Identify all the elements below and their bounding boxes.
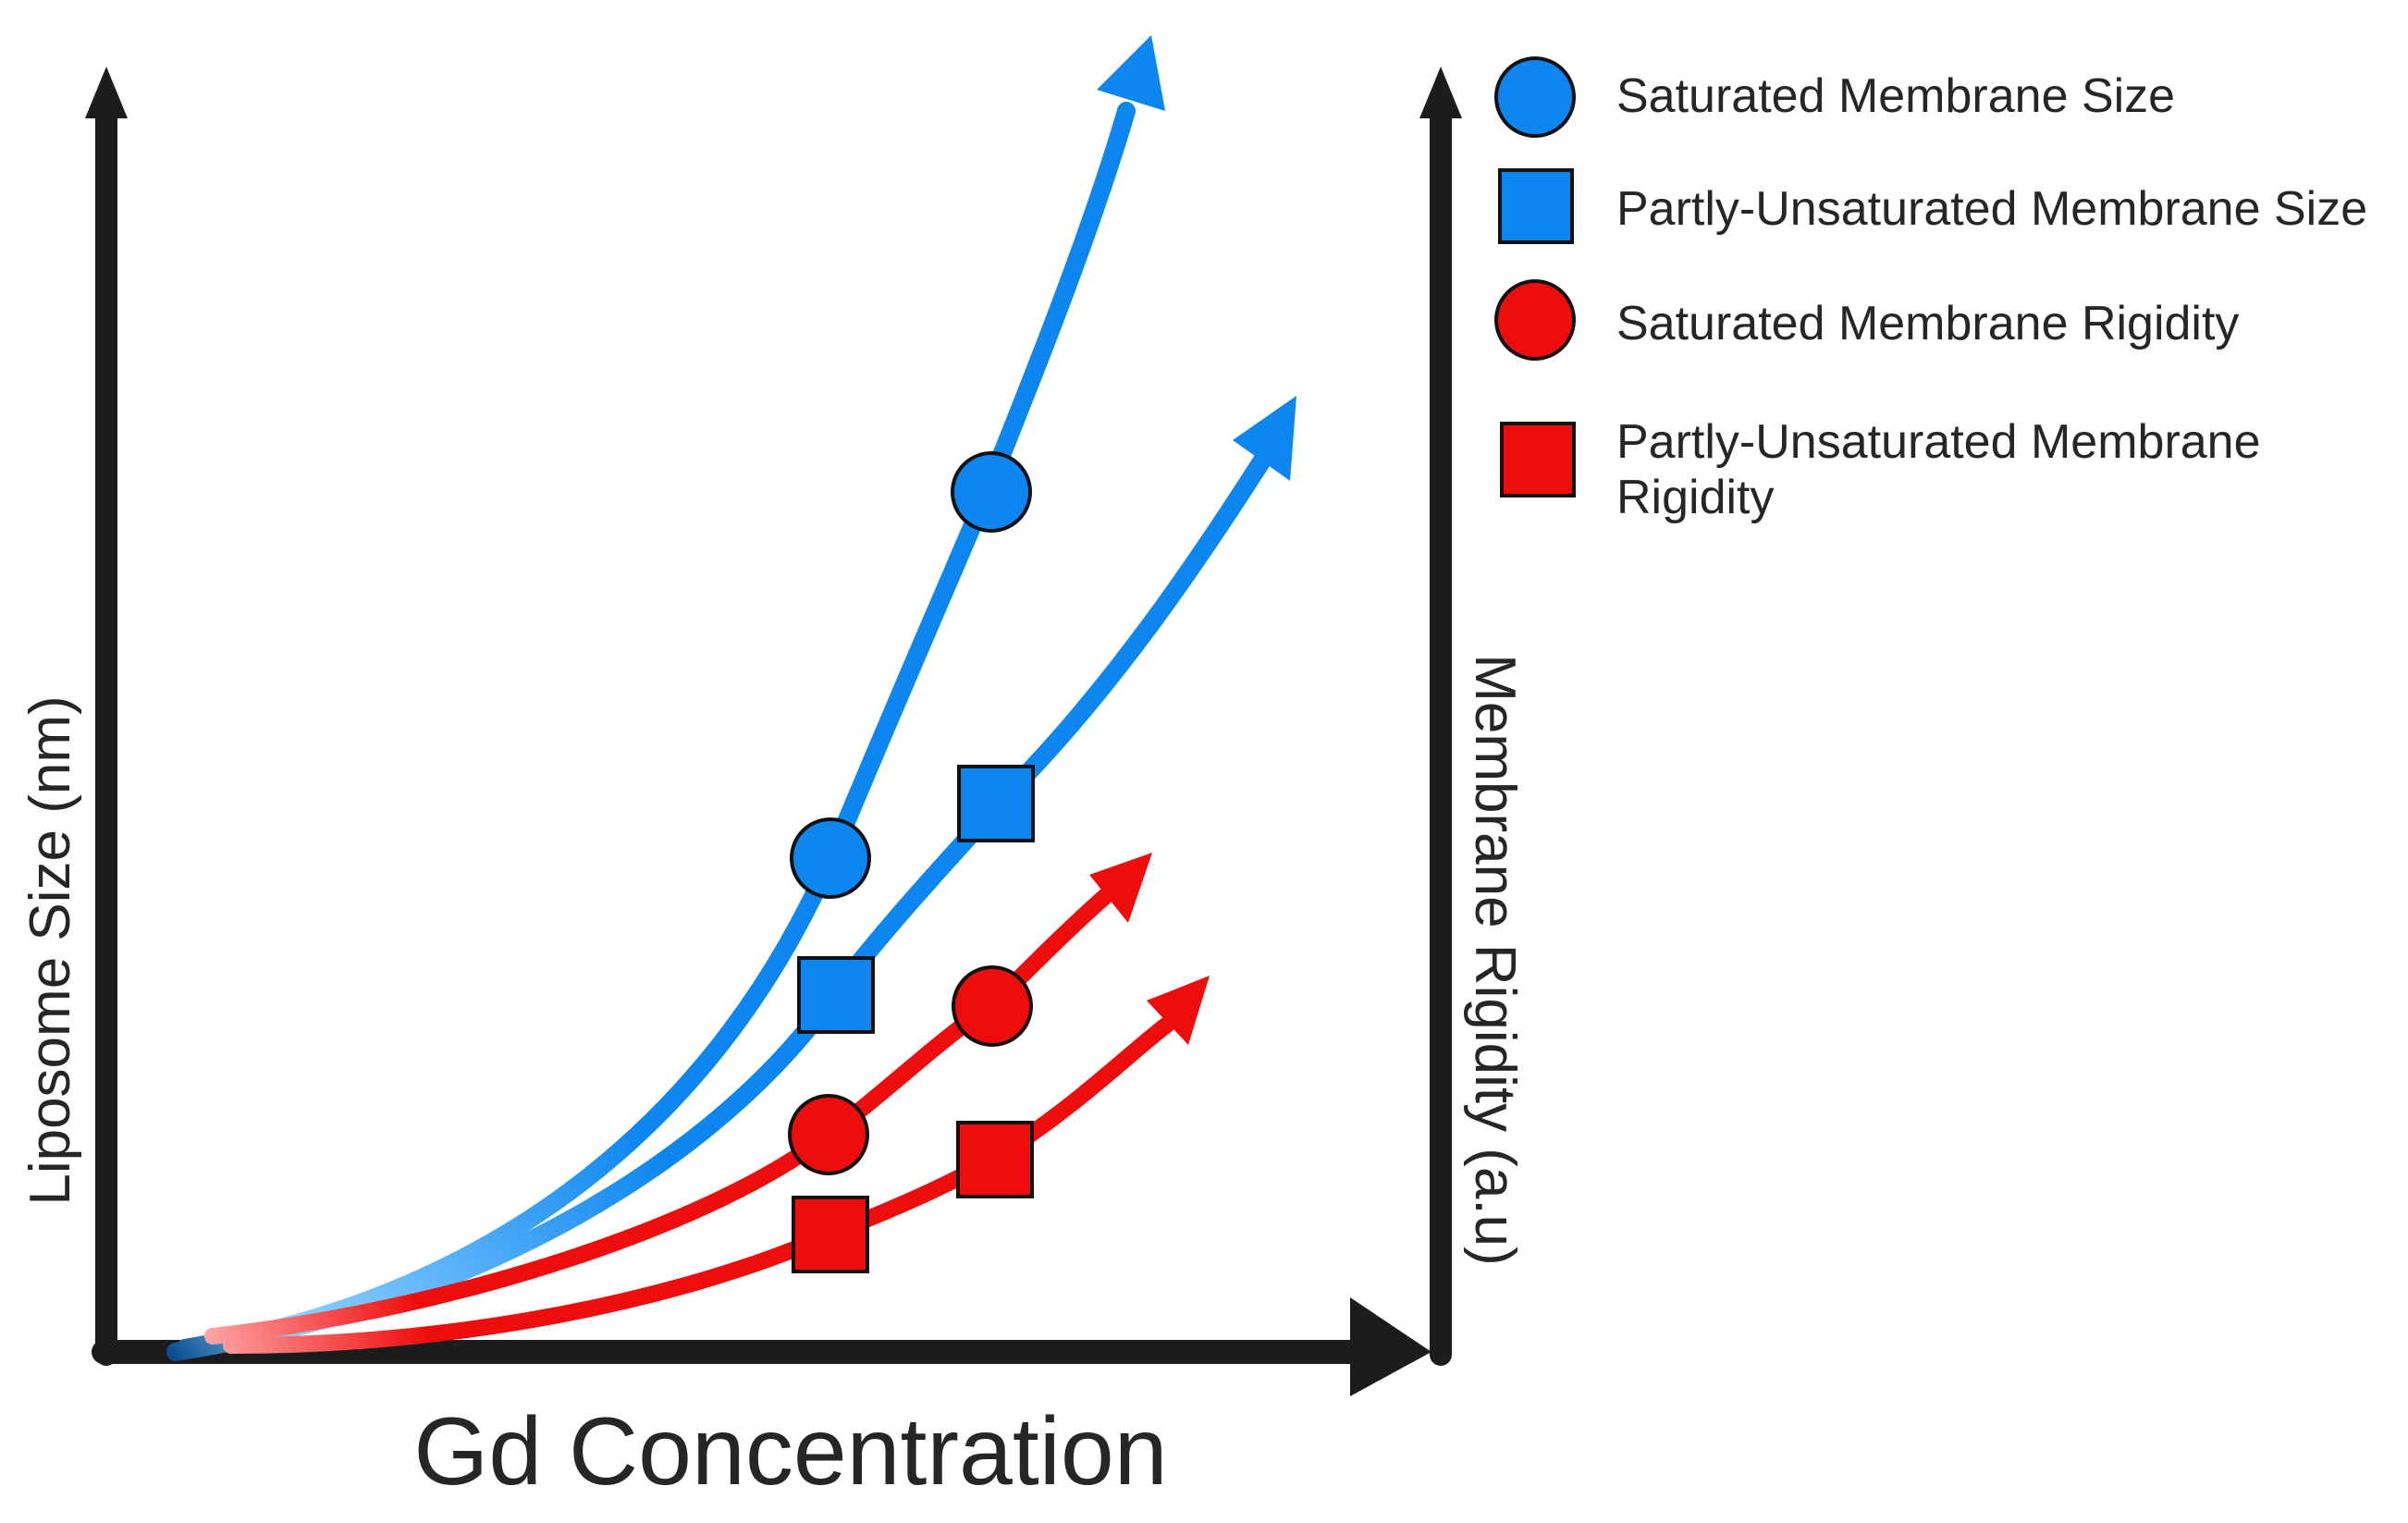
legend-circle-marker	[1494, 279, 1576, 361]
legend-item-partly-unsaturated-rigidity: Partly-Unsaturated Membrane Rigidity	[1500, 415, 2261, 524]
legend-label: Saturated Membrane Rigidity	[1616, 297, 2239, 350]
legend-item-partly-unsaturated-size: Partly-Unsaturated Membrane Size	[1498, 168, 2367, 244]
x-axis-arrowhead	[1350, 1297, 1431, 1396]
legend-label: Saturated Membrane Size	[1616, 69, 2175, 123]
legend-square-marker	[1498, 168, 1574, 244]
y-axis-left-arrowhead	[85, 67, 128, 118]
x-axis-label: Gd Concentration	[413, 1398, 1167, 1505]
partly-unsaturated-size-marker	[957, 765, 1035, 842]
legend-label: Partly-Unsaturated Membrane Size	[1616, 182, 2367, 236]
legend-item-saturated-size: Saturated Membrane Size	[1494, 56, 2175, 138]
legend-label-continued: Rigidity	[1616, 471, 1775, 524]
axes	[85, 67, 1462, 1396]
saturated-size-marker	[790, 817, 871, 899]
legend-item-saturated-rigidity: Saturated Membrane Rigidity	[1494, 279, 2239, 361]
partly-unsaturated-rigidity-marker	[956, 1121, 1034, 1198]
saturated-size-curve	[176, 102, 1136, 1357]
partly-unsaturated-size-arrowhead	[1233, 396, 1296, 481]
trend-curves	[166, 35, 1296, 1361]
legend-square-marker	[1500, 422, 1576, 497]
legend: Saturated Membrane Size Partly-Unsaturat…	[1494, 56, 2367, 524]
saturated-rigidity-marker	[952, 965, 1033, 1047]
y-axis-left-label: Liposome Size (nm)	[18, 695, 82, 1205]
legend-circle-marker	[1494, 56, 1576, 138]
partly-unsaturated-rigidity-marker	[792, 1196, 869, 1273]
data-markers	[788, 451, 1035, 1273]
partly-unsaturated-size-curve	[166, 444, 1276, 1361]
partly-unsaturated-size-marker	[797, 956, 875, 1034]
saturated-rigidity-arrowhead	[1089, 853, 1152, 923]
saturated-rigidity-marker	[788, 1094, 869, 1175]
saturated-size-marker	[951, 451, 1032, 533]
y-axis-right-arrowhead	[1419, 67, 1462, 118]
partly-unsaturated-rigidity-arrowhead	[1147, 976, 1210, 1045]
y-axis-right-label: Membrane Rigidity (a.u)	[1463, 654, 1527, 1266]
saturated-size-arrowhead	[1097, 35, 1165, 111]
legend-label: Partly-Unsaturated Membrane	[1616, 415, 2261, 469]
